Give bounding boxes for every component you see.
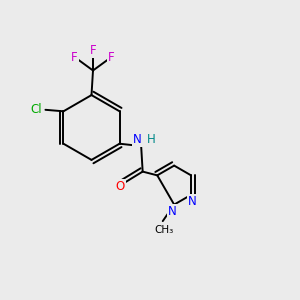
Text: N: N [168, 205, 177, 218]
Text: Cl: Cl [31, 103, 42, 116]
Text: CH₃: CH₃ [154, 225, 174, 235]
Text: F: F [108, 51, 115, 64]
Text: N: N [188, 195, 197, 208]
Text: F: F [90, 44, 96, 57]
Text: O: O [116, 179, 125, 193]
Text: F: F [71, 51, 78, 64]
Text: N: N [133, 133, 142, 146]
Text: H: H [147, 133, 156, 146]
